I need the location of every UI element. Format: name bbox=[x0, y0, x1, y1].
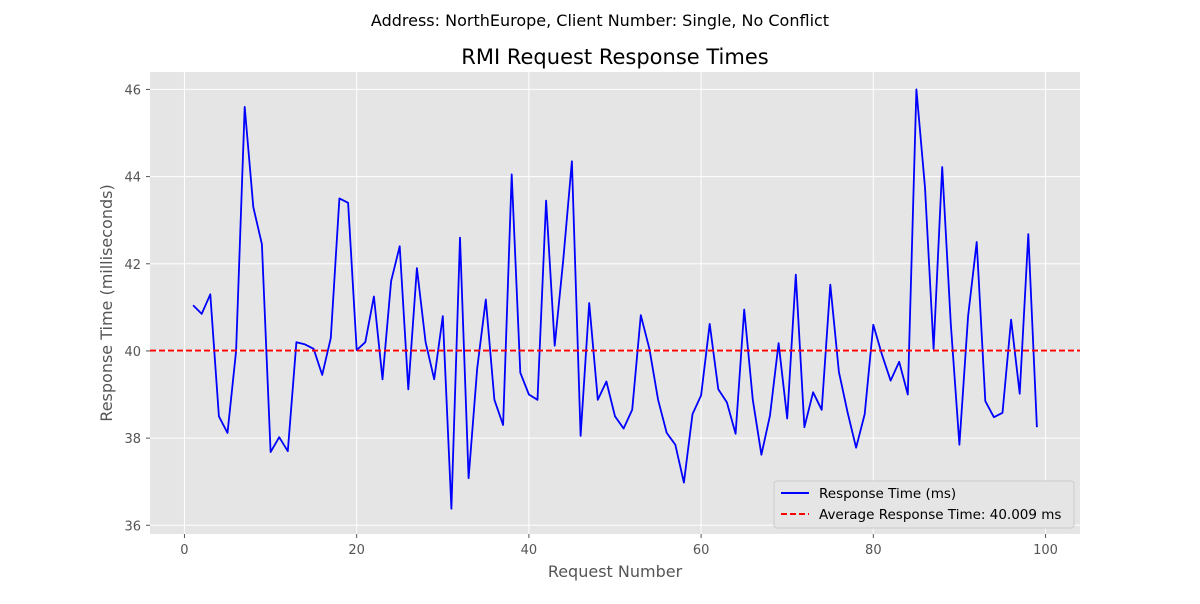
x-tick-label: 60 bbox=[693, 543, 710, 558]
legend-label-response-time: Response Time (ms) bbox=[819, 486, 956, 502]
y-tick-label: 44 bbox=[124, 171, 141, 186]
x-axis-label: Request Number bbox=[548, 562, 683, 581]
axis-ticks: 0 20 40 60 80 100 36 38 40 42 44 46 bbox=[124, 83, 1058, 558]
series-layer bbox=[150, 88, 1080, 510]
plot-area bbox=[150, 72, 1080, 534]
y-tick-label: 46 bbox=[124, 83, 141, 98]
x-tick-label: 0 bbox=[180, 543, 188, 558]
chart-suptitle: Address: NorthEurope, Client Number: Sin… bbox=[371, 11, 829, 30]
chart-title: RMI Request Response Times bbox=[461, 45, 768, 69]
legend-label-average: Average Response Time: 40.009 ms bbox=[819, 507, 1061, 523]
x-tick-label: 100 bbox=[1033, 543, 1058, 558]
y-axis-label: Response Time (milliseconds) bbox=[97, 184, 116, 421]
x-tick-label: 80 bbox=[865, 543, 882, 558]
legend: Response Time (ms) Average Response Time… bbox=[773, 480, 1075, 529]
series-line-response-time bbox=[192, 88, 1038, 510]
x-tick-label: 40 bbox=[521, 543, 538, 558]
legend-box bbox=[773, 480, 1075, 529]
y-tick-label: 38 bbox=[124, 432, 141, 447]
x-tick-label: 20 bbox=[348, 543, 365, 558]
y-tick-label: 36 bbox=[124, 519, 141, 534]
y-tick-label: 40 bbox=[124, 345, 141, 360]
y-tick-label: 42 bbox=[124, 258, 141, 273]
